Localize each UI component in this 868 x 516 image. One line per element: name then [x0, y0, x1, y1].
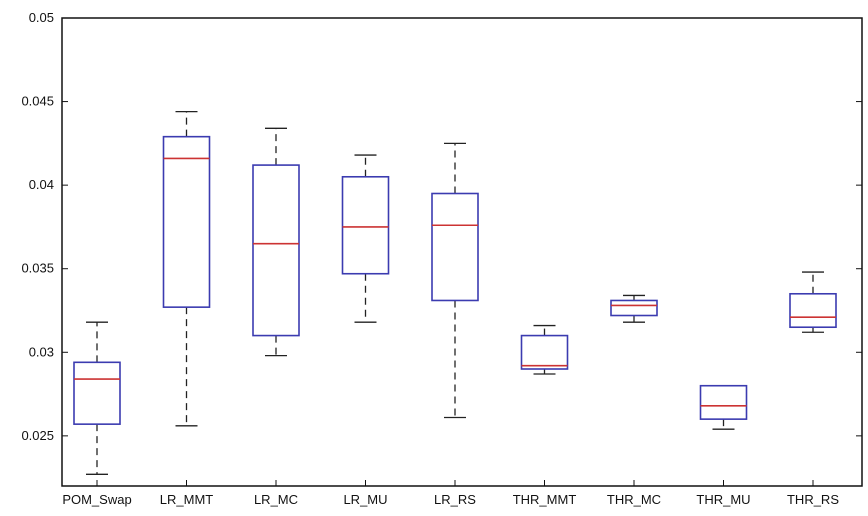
box-POM_Swap	[73, 321, 121, 486]
x-tick-label: LR_MMT	[160, 492, 214, 507]
x-tick-label: LR_RS	[434, 492, 476, 507]
x-tick-label: LR_MC	[254, 492, 298, 507]
boxes-group	[73, 110, 837, 486]
y-tick-label: 0.035	[21, 261, 54, 276]
box-THR_RS	[789, 271, 837, 486]
y-tick-label: 0.03	[29, 344, 54, 359]
box-LR_MMT	[162, 110, 211, 486]
iqr-box	[73, 361, 121, 425]
y-axis: 0.025 0.03 0.035 0.04 0.045 0.05	[21, 10, 862, 443]
x-tick-label: THR_MC	[607, 492, 661, 507]
box-LR_MU	[341, 154, 390, 486]
iqr-box	[252, 164, 300, 337]
y-tick-label: 0.025	[21, 428, 54, 443]
iqr-box	[789, 292, 837, 329]
x-tick-label: LR_MU	[343, 492, 387, 507]
y-tick-label: 0.05	[29, 10, 54, 25]
box-THR_MMT	[520, 324, 569, 486]
box-LR_MC	[252, 127, 300, 486]
x-axis-labels: POM_Swap LR_MMT LR_MC LR_MU LR_RS THR_MMT THR_…	[62, 492, 839, 507]
y-tick-label: 0.045	[21, 94, 54, 109]
iqr-box	[162, 135, 211, 308]
iqr-box	[431, 192, 479, 302]
iqr-box	[610, 299, 658, 317]
iqr-box	[341, 175, 390, 275]
box-LR_RS	[431, 142, 479, 486]
x-tick-label: THR_MU	[696, 492, 750, 507]
box-THR_MC	[610, 294, 658, 486]
x-tick-label: THR_MMT	[513, 492, 577, 507]
iqr-box	[520, 334, 569, 370]
box-THR_MU	[699, 384, 748, 486]
plot-area	[61, 17, 863, 487]
x-tick-label: THR_RS	[787, 492, 839, 507]
iqr-box	[699, 384, 748, 420]
x-tick-label: POM_Swap	[62, 492, 131, 507]
y-tick-label: 0.04	[29, 177, 54, 192]
